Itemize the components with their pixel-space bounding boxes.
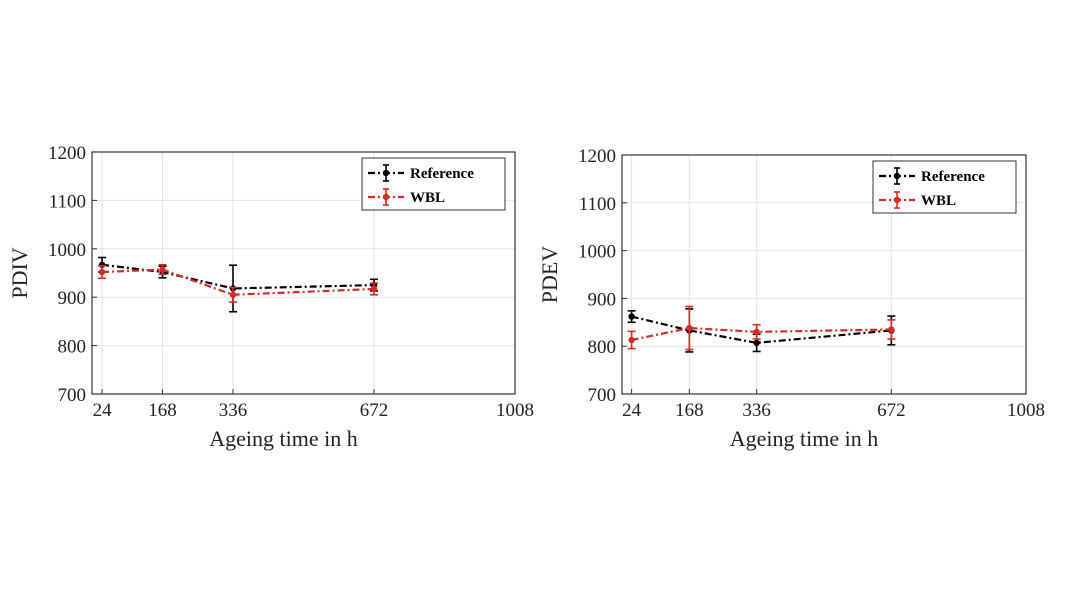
plot-frame (621, 154, 1027, 395)
legend-marker (893, 196, 901, 204)
x-tick-label: 336 (742, 400, 771, 421)
data-point (628, 336, 635, 344)
y-tick-label: 800 (58, 337, 87, 358)
series-line (631, 326, 892, 342)
data-point (753, 328, 760, 336)
x-tick-label: 336 (219, 400, 248, 421)
y-tick-label: 1100 (579, 194, 616, 215)
x-tick-label: 1008 (496, 400, 534, 421)
legend-label: WBL (921, 193, 956, 209)
x-axis-label: Ageing time in h (730, 426, 878, 451)
y-tick-label: 700 (58, 385, 87, 406)
x-tick-label: 168 (675, 400, 704, 421)
data-point (370, 285, 378, 293)
x-tick-label: 1008 (1007, 400, 1045, 421)
legend-label: Reference (921, 169, 985, 185)
y-tick-label: 700 (588, 385, 617, 406)
data-point (753, 339, 760, 347)
y-axis-label: PDIV (7, 247, 32, 298)
y-tick-label: 1000 (48, 240, 86, 261)
legend-label: WBL (410, 190, 445, 206)
y-tick-label: 900 (58, 288, 87, 309)
series-1 (627, 305, 896, 351)
x-tick-label: 24 (622, 400, 642, 421)
legend-marker (893, 172, 901, 180)
y-tick-label: 1100 (49, 191, 86, 212)
series-line (101, 263, 375, 290)
data-point (628, 313, 635, 320)
x-tick-label: 672 (877, 400, 906, 421)
x-tick-label: 24 (93, 400, 113, 421)
y-axis-label: PDEV (537, 246, 562, 304)
data-point (229, 291, 237, 298)
data-point (159, 266, 166, 273)
y-tick-label: 1200 (578, 146, 616, 167)
series-1 (98, 263, 378, 303)
legend: Reference WBL (361, 157, 506, 211)
y-tick-label: 1200 (48, 143, 86, 164)
data-point (686, 324, 693, 332)
y-tick-label: 1000 (578, 242, 616, 263)
legend-marker (382, 193, 390, 201)
y-tick-label: 900 (588, 289, 617, 310)
x-axis-label: Ageing time in h (209, 426, 357, 451)
pdev-chart: 700 800 900 1000 1100 1200 24 168 336 672 1008 Agei… (537, 146, 1045, 451)
legend-marker (382, 169, 390, 177)
data-point (888, 326, 895, 333)
legend: Reference WBL (872, 160, 1017, 214)
pdiv-chart: 700 800 900 1000 1100 1200 24 168 336 672 1008 Agei… (7, 143, 534, 451)
legend-label: Reference (410, 166, 474, 182)
data-point (98, 268, 106, 276)
series-line (631, 315, 892, 344)
series-line (102, 268, 375, 296)
x-tick-label: 672 (360, 400, 389, 421)
y-tick-label: 800 (588, 337, 617, 358)
plot-frame (91, 151, 516, 395)
x-tick-label: 168 (148, 400, 177, 421)
